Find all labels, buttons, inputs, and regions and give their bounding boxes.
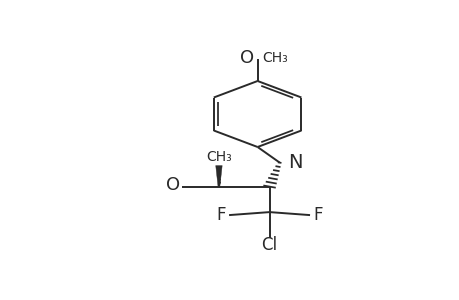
Text: F: F — [313, 206, 322, 224]
Text: F: F — [216, 206, 225, 224]
Text: CH₃: CH₃ — [206, 150, 231, 164]
Text: O: O — [166, 176, 179, 194]
Polygon shape — [215, 166, 222, 187]
Text: O: O — [240, 49, 254, 67]
Text: CH₃: CH₃ — [262, 51, 287, 64]
Text: N: N — [287, 153, 302, 172]
Text: Cl: Cl — [261, 236, 277, 254]
